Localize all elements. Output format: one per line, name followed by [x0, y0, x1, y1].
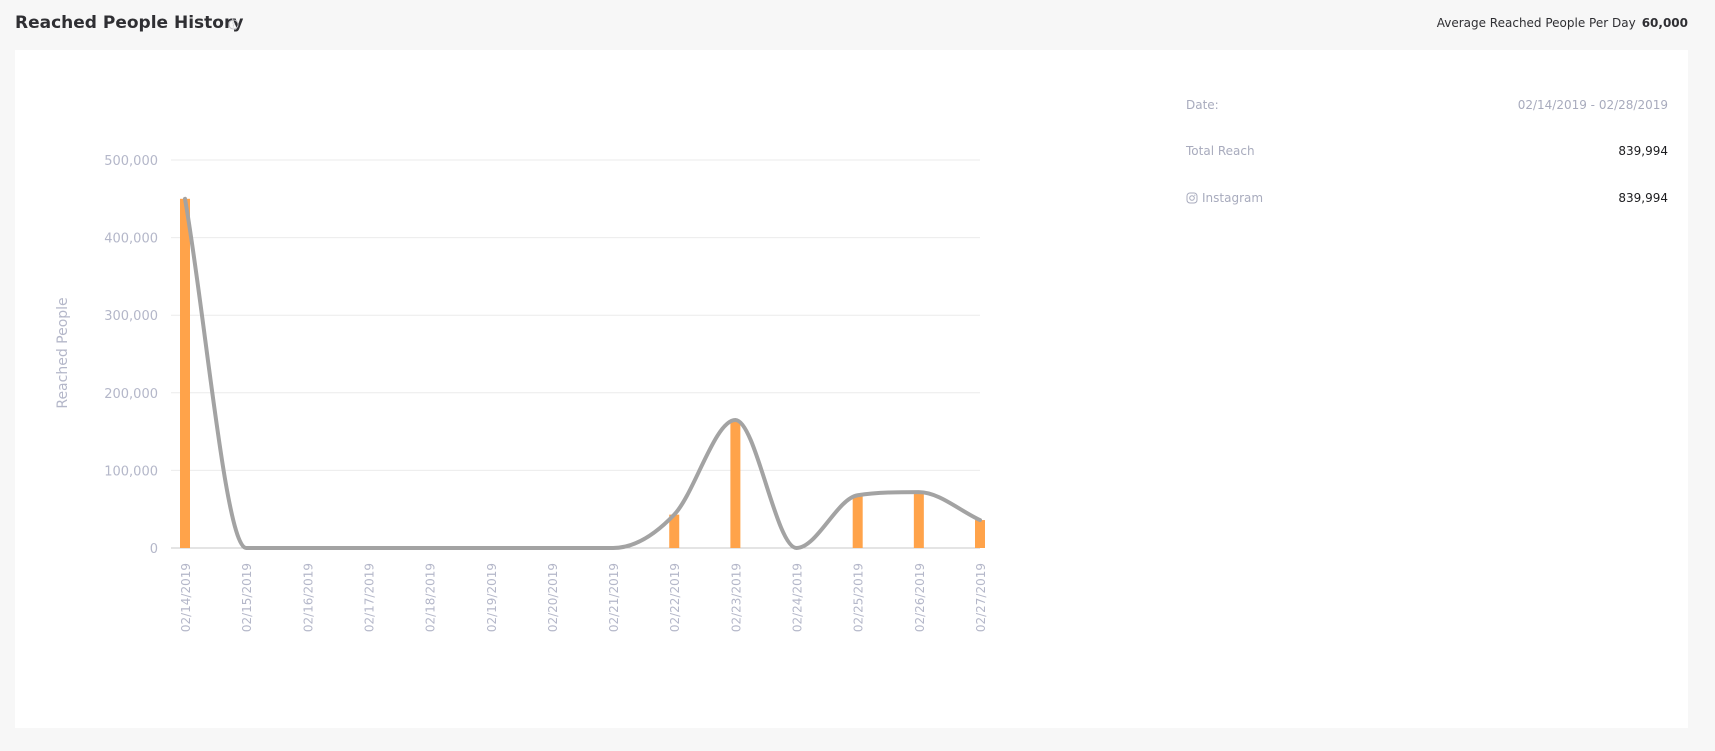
- chart-card: 0 100,000 200,000 300,000 400,000 500,000 Reac…: [15, 50, 1688, 728]
- y-axis-title: Reached People: [55, 297, 71, 408]
- x-tick-label: 02/19/2019: [485, 563, 499, 632]
- x-tick-label: 02/14/2019: [179, 563, 193, 632]
- bar: [852, 495, 863, 548]
- reach-chart: 0 100,000 200,000 300,000 400,000 500,000 Reac…: [55, 154, 988, 632]
- x-tick-label: 02/27/2019: [974, 563, 988, 632]
- x-tick-label: 02/17/2019: [362, 563, 376, 632]
- svg-text:?: ?: [232, 20, 236, 29]
- x-tick-label: 02/26/2019: [913, 563, 927, 632]
- date-label: Date:: [1186, 98, 1219, 112]
- bar: [180, 198, 190, 549]
- y-tick-label: 0: [150, 542, 158, 557]
- bar: [730, 419, 741, 548]
- bar: [913, 492, 924, 548]
- bar: [669, 514, 680, 548]
- instagram-label: Instagram: [1202, 191, 1264, 205]
- y-tick-label: 400,000: [104, 232, 158, 247]
- x-tick-label: 02/16/2019: [301, 563, 315, 632]
- bar: [975, 520, 985, 548]
- help-icon[interactable]: ?: [228, 19, 239, 30]
- instagram-value: 839,994: [1618, 191, 1668, 205]
- y-tick-label: 300,000: [104, 309, 158, 324]
- x-tick-label: 02/18/2019: [424, 563, 438, 632]
- date-row: Date: 02/14/2019 - 02/28/2019: [1186, 98, 1668, 118]
- page-title: Reached People History: [15, 13, 244, 33]
- x-tick-label: 02/22/2019: [668, 563, 682, 632]
- x-tick-label: 02/20/2019: [546, 563, 560, 632]
- instagram-label-wrap: Instagram: [1186, 191, 1263, 205]
- x-tick-label: 02/15/2019: [240, 563, 254, 632]
- x-tick-label: 02/24/2019: [791, 563, 805, 632]
- page-header: Reached People History ? Average Reached…: [0, 0, 1715, 48]
- x-tick-label: 02/25/2019: [852, 563, 866, 632]
- total-reach-value: 839,994: [1618, 144, 1668, 158]
- x-tick-label: 02/23/2019: [729, 563, 743, 632]
- average-reached-summary: Average Reached People Per Day 60,000: [1437, 16, 1688, 30]
- y-tick-label: 500,000: [104, 154, 158, 169]
- total-reach-row: Total Reach 839,994: [1186, 144, 1668, 164]
- y-tick-label: 100,000: [104, 464, 158, 479]
- series-line: [183, 196, 982, 550]
- y-tick-label: 200,000: [104, 387, 158, 402]
- total-reach-label: Total Reach: [1186, 144, 1255, 158]
- date-range-value[interactable]: 02/14/2019 - 02/28/2019: [1517, 98, 1668, 112]
- instagram-row: Instagram 839,994: [1186, 191, 1668, 211]
- average-value: 60,000: [1641, 16, 1688, 30]
- summary-panel: Date: 02/14/2019 - 02/28/2019 Total Reac…: [1186, 98, 1668, 211]
- average-label: Average Reached People Per Day: [1436, 16, 1636, 30]
- instagram-icon: [1186, 192, 1198, 204]
- x-tick-label: 02/21/2019: [607, 563, 621, 632]
